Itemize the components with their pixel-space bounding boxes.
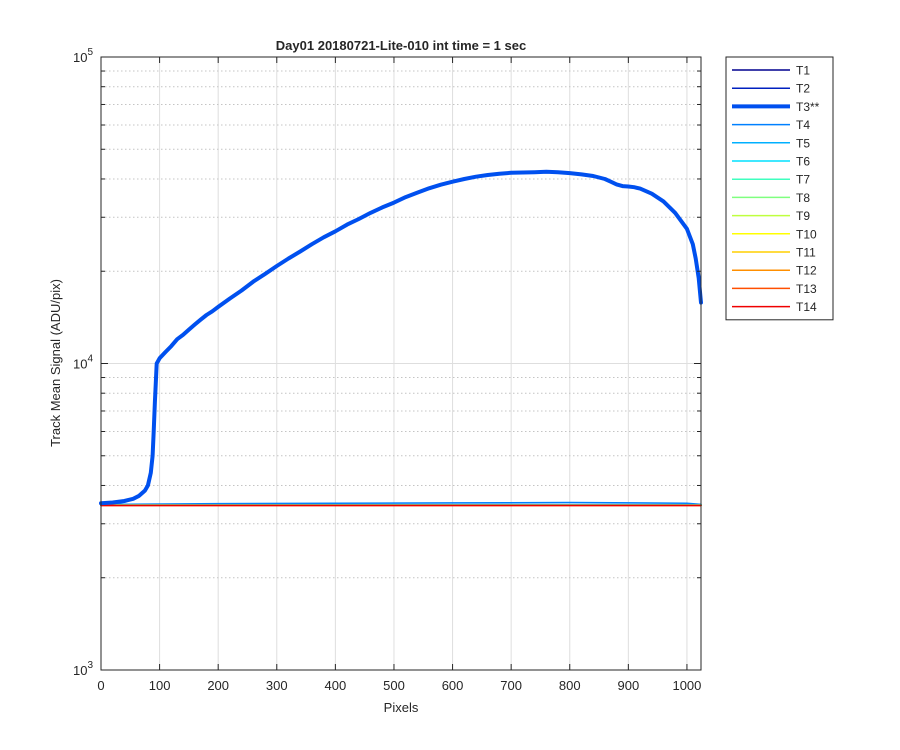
legend-label: T9 [796, 209, 810, 223]
y-axis-label: Track Mean Signal (ADU/pix) [48, 279, 63, 447]
legend-label: T7 [796, 173, 810, 187]
legend-label: T10 [796, 227, 817, 241]
legend-label: T1 [796, 64, 810, 78]
legend-label: T5 [796, 136, 810, 150]
y-tick-exponent: 3 [87, 660, 93, 671]
x-tick-label: 900 [617, 678, 639, 693]
legend-label: T13 [796, 282, 817, 296]
legend: T1 T2 T3** T4 T5 T6 T7 T8 T9 T10 T11 T12 T13 T14 [725, 56, 834, 321]
x-tick-label: 500 [383, 678, 405, 693]
legend-label: T4 [796, 118, 810, 132]
x-tick-label: 300 [266, 678, 288, 693]
chart-title: Day01 20180721-Lite-010 int time = 1 sec [276, 38, 526, 53]
x-tick-label: 100 [149, 678, 171, 693]
y-tick-base: 10 [73, 663, 87, 678]
legend-label: T11 [796, 246, 816, 260]
y-tick-exponent: 5 [87, 47, 93, 58]
x-axis-label: Pixels [384, 700, 419, 715]
x-tick-label: 200 [207, 678, 229, 693]
legend-box [725, 56, 834, 321]
x-tick-label: 600 [442, 678, 464, 693]
ticks [100, 56, 701, 671]
y-tick-label: 103 [73, 660, 93, 678]
x-tick-label: 1000 [672, 678, 701, 693]
legend-label: T2 [796, 82, 810, 96]
x-tick-label: 800 [559, 678, 581, 693]
legend-label: T14 [796, 300, 817, 314]
y-tick-label: 105 [73, 47, 93, 65]
y-tick-base: 10 [73, 357, 87, 372]
series-layer [99, 169, 703, 507]
series-line-t3 [99, 169, 703, 506]
series-line-t4 [100, 501, 702, 506]
legend-label: T12 [796, 264, 817, 278]
y-tick-exponent: 4 [87, 354, 93, 365]
x-tick-label: 400 [325, 678, 347, 693]
y-tick-label: 104 [73, 354, 93, 372]
legend-label: T6 [796, 155, 810, 169]
legend-label: T3** [796, 100, 820, 114]
x-tick-labels: 0 100 200 300 400 500 600 700 800 900 1000 [97, 678, 701, 693]
legend-label: T8 [796, 191, 810, 205]
x-tick-label: 700 [500, 678, 522, 693]
y-tick-base: 10 [73, 50, 87, 65]
x-tick-label: 0 [97, 678, 104, 693]
